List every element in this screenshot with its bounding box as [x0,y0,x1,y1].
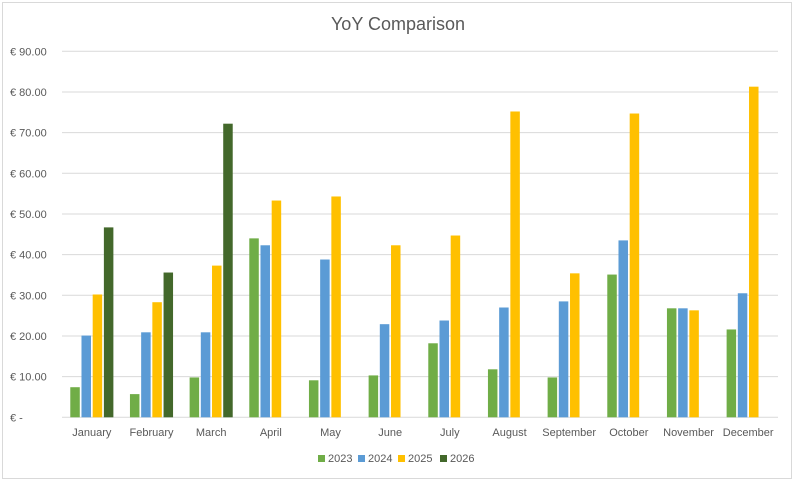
chart-title: YoY Comparison [331,14,465,34]
y-tick-label: € 20.00 [10,331,47,343]
bar-2023-april [249,238,259,418]
y-tick-label: € 60.00 [10,168,47,180]
bar-2025-november [689,310,699,418]
bar-2025-august [510,111,520,418]
bar-2023-july [428,343,438,418]
y-tick-label: € 10.00 [10,372,47,384]
bar-2023-october [607,274,617,418]
bar-2024-july [439,320,449,418]
y-tick-label: € - [10,412,23,424]
bar-2024-june [379,324,390,418]
legend-swatch-2024 [358,455,365,462]
bar-2023-march [189,377,200,418]
bar-2023-february [129,394,140,418]
legend[interactable]: 2023 2024 2025 2026 [318,453,474,465]
bars [70,86,759,418]
y-tick-label: € 90.00 [10,46,47,58]
y-axis: € - € 10.00 € 20.00 € 30.00 € 40.00 € 50.00 € … [10,46,47,424]
bar-2025-march [212,265,222,418]
y-tick-label: € 30.00 [10,290,47,302]
x-axis: January February March April May June July Augu… [72,427,774,439]
legend-swatch-2025 [398,455,405,462]
bar-2025-february [152,302,162,418]
legend-label: 2024 [368,453,392,465]
bar-2025-january [92,294,103,418]
bar-2024-january [81,335,91,418]
x-tick-label: June [378,427,402,439]
bar-2024-december [737,293,748,418]
bar-2023-january [70,387,80,418]
bar-2023-may [308,380,319,418]
legend-swatch-2023 [318,455,325,462]
bar-2026-march [223,123,233,418]
bar-2024-april [260,245,270,418]
legend-label: 2023 [328,453,352,465]
x-tick-label: March [196,427,227,439]
x-tick-label: December [723,427,774,439]
y-tick-label: € 40.00 [10,250,47,262]
bar-2024-september [558,301,569,418]
y-tick-label: € 70.00 [10,128,47,140]
y-tick-label: € 50.00 [10,209,47,221]
x-tick-label: February [129,427,174,439]
x-tick-label: January [72,427,112,439]
bar-2025-july [450,235,461,418]
bar-2023-september [547,377,558,418]
x-tick-label: October [609,427,648,439]
bar-2026-january [103,227,114,418]
bar-2025-september [570,273,580,418]
bar-2023-june [368,375,379,418]
bar-2023-november [666,308,677,418]
bar-2025-may [331,196,341,418]
bar-2026-february [163,272,174,418]
bar-2024-march [200,332,211,418]
bar-2024-november [678,308,688,418]
x-tick-label: August [492,427,526,439]
bar-2025-december [749,86,759,418]
x-tick-label: September [542,427,596,439]
bar-2023-august [487,369,498,418]
bar-2023-december [726,329,737,418]
x-tick-label: May [320,427,341,439]
bar-2024-october [618,240,628,418]
legend-label: 2026 [450,453,474,465]
bar-2025-october [629,113,640,418]
x-tick-label: April [260,427,282,439]
bar-2024-february [141,332,151,418]
legend-swatch-2026 [440,455,447,462]
x-tick-label: July [440,427,460,439]
legend-label: 2025 [408,453,432,465]
bar-2025-april [271,200,282,418]
bar-2025-june [391,245,401,418]
y-tick-label: € 80.00 [10,87,47,99]
x-tick-label: November [663,427,714,439]
bar-2024-may [320,259,330,418]
gridlines [62,50,778,418]
bar-2024-august [499,307,509,418]
